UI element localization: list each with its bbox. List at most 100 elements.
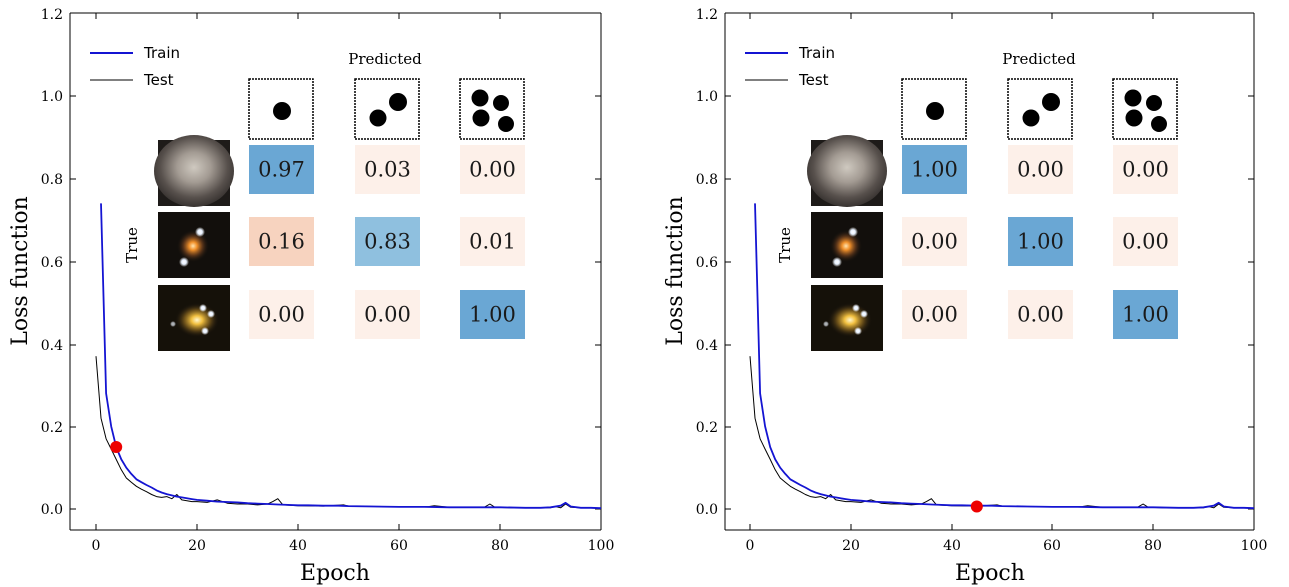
series-layer bbox=[95, 203, 602, 510]
confusion-cell: 1.00 bbox=[1113, 290, 1178, 339]
x-ticks bbox=[749, 13, 1154, 530]
confusion-cell: 0.00 bbox=[902, 217, 967, 266]
confusion-cell-bg bbox=[355, 145, 420, 194]
y-tick-label: 0.2 bbox=[696, 420, 718, 436]
confusion-matrix-inset: Predicted True bbox=[776, 50, 1178, 351]
confusion-cell-value: 0.00 bbox=[258, 303, 305, 327]
galaxy-thumbnail-quad bbox=[158, 285, 230, 351]
legend: Train Test bbox=[745, 44, 835, 89]
confusion-cell-value: 0.00 bbox=[911, 303, 958, 327]
y-tick-label: 0.8 bbox=[696, 172, 718, 188]
legend: Train Test bbox=[90, 44, 180, 89]
confusion-cell: 0.01 bbox=[460, 217, 525, 266]
y-tick-label: 0.4 bbox=[696, 338, 718, 354]
confusion-cell-bg bbox=[355, 290, 420, 339]
predicted-icon-one-source bbox=[248, 78, 314, 140]
confusion-cell-value: 1.00 bbox=[1017, 230, 1064, 254]
confusion-cell-bg bbox=[1113, 217, 1178, 266]
confusion-cell-bg bbox=[902, 145, 967, 194]
y-tick-label: 0.6 bbox=[696, 255, 718, 271]
confusion-cell-value: 0.00 bbox=[911, 230, 958, 254]
confusion-cell-value: 0.00 bbox=[1017, 303, 1064, 327]
legend-label-train: Train bbox=[143, 44, 180, 62]
confusion-cell: 0.00 bbox=[1113, 217, 1178, 266]
confusion-matrix-inset: Predicted True bbox=[123, 50, 525, 351]
confusion-cell-bg bbox=[1008, 290, 1073, 339]
galaxy-thumbnail-ring bbox=[154, 135, 234, 207]
confusion-cell-value: 0.16 bbox=[258, 230, 305, 254]
confusion-cell: 0.00 bbox=[249, 290, 314, 339]
x-ticks bbox=[95, 13, 501, 530]
confusion-cell-value: 0.00 bbox=[364, 303, 411, 327]
x-tick-label: 60 bbox=[390, 538, 408, 554]
confusion-cell: 0.00 bbox=[902, 290, 967, 339]
galaxy-thumbnail-ring bbox=[807, 135, 887, 207]
series-layer bbox=[749, 203, 1255, 510]
x-tick-label: 60 bbox=[1043, 538, 1061, 554]
confusion-cell-bg bbox=[1008, 217, 1073, 266]
legend-label-train: Train bbox=[798, 44, 835, 62]
confusion-cell: 0.00 bbox=[460, 145, 525, 194]
confusion-cell-bg bbox=[249, 217, 314, 266]
confusion-cell: 0.00 bbox=[1008, 290, 1073, 339]
predicted-icon-four-sources bbox=[459, 78, 525, 140]
panel-left: 0 20 40 60 80 100 0.0 0.2 0.4 0.6 0.8 1.… bbox=[8, 7, 614, 586]
y-ticks bbox=[725, 95, 1254, 510]
confusion-cell-value: 1.00 bbox=[911, 158, 958, 182]
x-tick-label: 40 bbox=[943, 538, 961, 554]
x-tick-label: 100 bbox=[588, 538, 615, 554]
y-tick-label: 1.0 bbox=[41, 89, 63, 105]
legend-label-test: Test bbox=[798, 71, 829, 89]
epoch-marker bbox=[970, 500, 983, 513]
confusion-cell-value: 0.01 bbox=[469, 230, 516, 254]
y-tick-label: 0.4 bbox=[41, 338, 63, 354]
x-tick-label: 80 bbox=[1144, 538, 1162, 554]
galaxy-thumbnail-double bbox=[811, 212, 883, 278]
confusion-cell: 0.00 bbox=[1113, 145, 1178, 194]
confusion-cell: 0.00 bbox=[355, 290, 420, 339]
confusion-cell: 0.16 bbox=[249, 217, 314, 266]
series-line-train bbox=[754, 203, 1255, 510]
y-axis-title: Loss function bbox=[663, 196, 688, 346]
predicted-icon-four-sources bbox=[1112, 78, 1178, 140]
x-axis-title: Epoch bbox=[300, 561, 370, 586]
confusion-cell-value: 0.00 bbox=[469, 158, 516, 182]
x-tick-label: 40 bbox=[289, 538, 307, 554]
series-line-test bbox=[749, 356, 1255, 509]
y-tick-label: 0.2 bbox=[41, 420, 63, 436]
confusion-cell-value: 0.03 bbox=[364, 158, 411, 182]
confusion-cell: 0.03 bbox=[355, 145, 420, 194]
confusion-cell-bg bbox=[902, 290, 967, 339]
confusion-cell-value: 0.00 bbox=[1017, 158, 1064, 182]
predicted-icon-two-sources bbox=[354, 78, 420, 140]
true-title: True bbox=[123, 227, 141, 263]
x-tick-label: 80 bbox=[491, 538, 509, 554]
x-tick-label: 0 bbox=[92, 538, 101, 554]
y-axis-title: Loss function bbox=[8, 196, 33, 346]
confusion-cell-bg bbox=[1113, 145, 1178, 194]
confusion-cell-value: 0.00 bbox=[1122, 230, 1169, 254]
y-tick-label: 0.8 bbox=[41, 172, 63, 188]
confusion-cell-value: 0.00 bbox=[1122, 158, 1169, 182]
galaxy-thumbnail-quad bbox=[811, 285, 883, 351]
y-tick-label: 1.2 bbox=[696, 7, 718, 23]
y-tick-label: 1.0 bbox=[696, 89, 718, 105]
confusion-cell-bg bbox=[249, 145, 314, 194]
epoch-marker bbox=[110, 441, 123, 454]
predicted-icon-two-sources bbox=[1007, 78, 1073, 140]
confusion-cell-group: 0.97 0.03 0.00 0.16 0.83 0.01 0.00 0.00 1.00 bbox=[249, 145, 525, 339]
confusion-cell-bg bbox=[249, 290, 314, 339]
y-tick-label: 0.0 bbox=[696, 502, 718, 518]
legend-label-test: Test bbox=[143, 71, 174, 89]
confusion-cell-bg bbox=[460, 145, 525, 194]
x-tick-label: 20 bbox=[188, 538, 206, 554]
confusion-cell-value: 0.83 bbox=[364, 230, 411, 254]
series-line-train bbox=[100, 203, 602, 510]
confusion-cell-group: 1.00 0.00 0.00 0.00 1.00 0.00 0.00 0.00 1.00 bbox=[902, 145, 1178, 339]
x-tick-label: 0 bbox=[746, 538, 755, 554]
confusion-cell: 0.00 bbox=[1008, 145, 1073, 194]
predicted-icon-one-source bbox=[901, 78, 967, 140]
confusion-cell: 1.00 bbox=[902, 145, 967, 194]
confusion-cell: 0.97 bbox=[249, 145, 314, 194]
